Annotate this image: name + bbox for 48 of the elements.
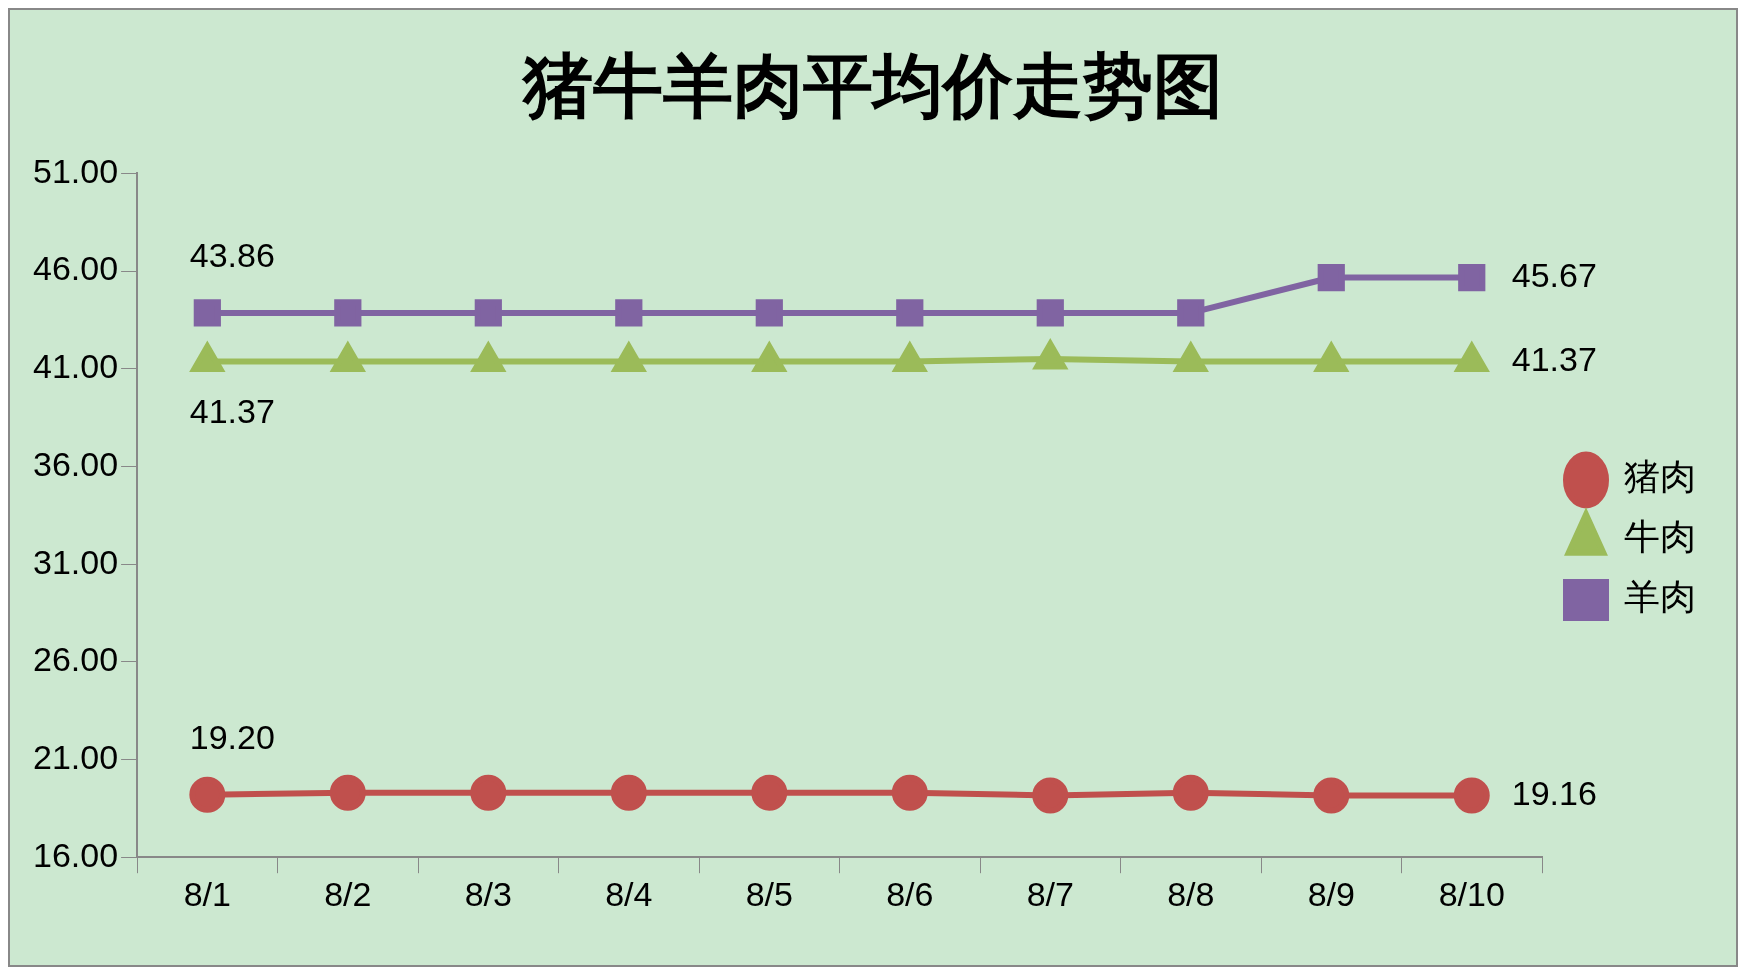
x-tick-label: 8/7 bbox=[1026, 874, 1074, 913]
x-tick-label: 8/9 bbox=[1307, 874, 1355, 913]
x-tick-label: 8/10 bbox=[1438, 874, 1505, 913]
point bbox=[1458, 263, 1486, 292]
data-label: 19.16 bbox=[1511, 773, 1597, 812]
x-tick-label: 8/5 bbox=[745, 874, 793, 913]
y-tick-label: 46.00 bbox=[32, 249, 119, 288]
data-label: 19.20 bbox=[189, 718, 275, 757]
x-tick-label: 8/6 bbox=[886, 874, 934, 913]
point bbox=[470, 774, 507, 811]
point bbox=[1177, 299, 1205, 327]
point bbox=[1317, 263, 1345, 292]
point bbox=[896, 299, 924, 327]
point bbox=[193, 299, 221, 327]
y-tick-label: 51.00 bbox=[32, 151, 119, 190]
y-tick-label: 26.00 bbox=[32, 640, 119, 679]
y-tick-label: 21.00 bbox=[32, 737, 119, 776]
legend-label: 羊肉 bbox=[1624, 576, 1696, 618]
point bbox=[615, 299, 643, 327]
data-label: 41.37 bbox=[189, 391, 275, 430]
x-tick-label: 8/3 bbox=[464, 874, 512, 913]
point bbox=[1313, 777, 1350, 814]
point bbox=[1453, 777, 1490, 814]
data-label: 45.67 bbox=[1511, 255, 1597, 294]
point bbox=[610, 774, 647, 811]
y-tick-label: 31.00 bbox=[32, 542, 119, 581]
point bbox=[891, 774, 928, 811]
legend-label: 牛肉 bbox=[1624, 516, 1696, 558]
x-tick-label: 8/1 bbox=[183, 874, 231, 913]
point bbox=[334, 299, 362, 327]
point bbox=[189, 776, 226, 813]
point bbox=[1036, 299, 1064, 327]
point bbox=[474, 299, 502, 327]
data-label: 41.37 bbox=[1511, 339, 1597, 378]
y-tick-label: 41.00 bbox=[32, 347, 119, 386]
point bbox=[1032, 777, 1069, 814]
point bbox=[1172, 774, 1209, 811]
y-tick-label: 16.00 bbox=[32, 835, 119, 874]
legend-label: 猪肉 bbox=[1624, 456, 1696, 498]
data-label: 43.86 bbox=[189, 236, 275, 275]
x-tick-label: 8/2 bbox=[324, 874, 372, 913]
x-tick-label: 8/8 bbox=[1167, 874, 1215, 913]
x-tick-label: 8/4 bbox=[605, 874, 653, 913]
point bbox=[329, 774, 366, 811]
chart-title: 猪牛羊肉平均价走势图 bbox=[521, 47, 1224, 127]
point bbox=[755, 299, 783, 327]
y-tick-label: 36.00 bbox=[32, 444, 119, 483]
point bbox=[751, 774, 788, 811]
